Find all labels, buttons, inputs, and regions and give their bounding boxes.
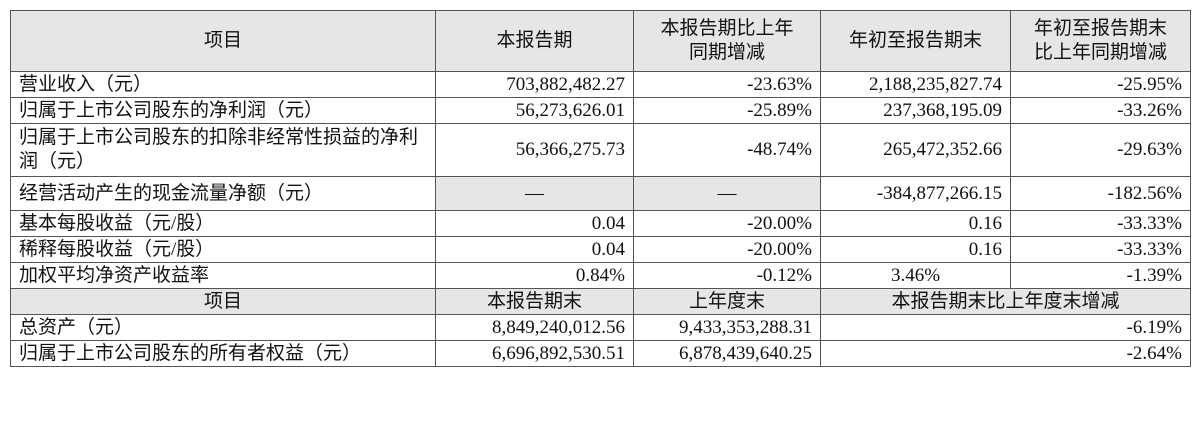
current-value: 56,366,275.73 [435,123,634,177]
header-current-period: 本报告期 [435,10,634,72]
row-label: 加权平均净资产收益率 [10,262,436,289]
yoy-value: -25.89% [633,97,821,124]
ytd-value: 237,368,195.09 [820,97,1011,124]
ytd-yoy-value: -1.39% [1010,262,1191,289]
prior-year-end-value: 6,878,439,640.25 [633,340,821,367]
header-item-2: 项目 [10,288,436,315]
ytd-value: 0.16 [820,236,1011,263]
change-value: -6.19% [820,314,1191,341]
row-label: 归属于上市公司股东的所有者权益（元） [10,340,436,367]
row-label: 基本每股收益（元/股） [10,210,436,237]
header-yoy-change: 本报告期比上年同期增减 [633,10,821,72]
table-row: 营业收入（元） 703,882,482.27 -23.63% 2,188,235… [10,71,1191,98]
table-row: 归属于上市公司股东的所有者权益（元） 6,696,892,530.51 6,87… [10,340,1191,367]
change-value: -2.64% [820,340,1191,367]
yoy-value: -20.00% [633,236,821,263]
table-row: 加权平均净资产收益率 0.84% -0.12% 3.46% -1.39% [10,262,1191,289]
ytd-yoy-value: -182.56% [1010,176,1191,211]
table-row: 总资产（元） 8,849,240,012.56 9,433,353,288.31… [10,314,1191,341]
current-value: 56,273,626.01 [435,97,634,124]
ytd-value: 3.46% [820,262,1011,289]
row-label: 归属于上市公司股东的扣除非经常性损益的净利润（元） [10,123,436,177]
ytd-yoy-value: -33.26% [1010,97,1191,124]
yoy-value: — [633,176,821,211]
yoy-value: -48.74% [633,123,821,177]
row-label: 归属于上市公司股东的净利润（元） [10,97,436,124]
row-label: 总资产（元） [10,314,436,341]
yoy-value: -20.00% [633,210,821,237]
ytd-yoy-value: -25.95% [1010,71,1191,98]
yoy-value: -23.63% [633,71,821,98]
ytd-value: -384,877,266.15 [820,176,1011,211]
period-end-value: 6,696,892,530.51 [435,340,634,367]
header-ytd: 年初至报告期末 [820,10,1011,72]
ytd-yoy-value: -33.33% [1010,210,1191,237]
header-item: 项目 [10,10,436,72]
current-value: 0.04 [435,236,634,263]
ytd-value: 2,188,235,827.74 [820,71,1011,98]
row-label: 营业收入（元） [10,71,436,98]
yoy-value: -0.12% [633,262,821,289]
table-row: 基本每股收益（元/股） 0.04 -20.00% 0.16 -33.33% [10,210,1191,237]
header-prior-year-end: 上年度末 [633,288,821,315]
ytd-value: 0.16 [820,210,1011,237]
table-row: 经营活动产生的现金流量净额（元） — — -384,877,266.15 -18… [10,176,1191,211]
current-value: 0.04 [435,210,634,237]
table-row: 稀释每股收益（元/股） 0.04 -20.00% 0.16 -33.33% [10,236,1191,263]
current-value: 703,882,482.27 [435,71,634,98]
current-value: 0.84% [435,262,634,289]
current-value: — [435,176,634,211]
table-row: 归属于上市公司股东的净利润（元） 56,273,626.01 -25.89% 2… [10,97,1191,124]
table-row: 归属于上市公司股东的扣除非经常性损益的净利润（元） 56,366,275.73 … [10,123,1191,177]
header-row-2: 项目 本报告期末 上年度末 本报告期末比上年度末增减 [10,288,1191,315]
ytd-yoy-value: -29.63% [1010,123,1191,177]
header-row-1: 项目 本报告期 本报告期比上年同期增减 年初至报告期末 年初至报告期末比上年同期… [10,10,1191,72]
row-label: 经营活动产生的现金流量净额（元） [10,176,436,211]
header-ytd-yoy-change: 年初至报告期末比上年同期增减 [1010,10,1191,72]
ytd-yoy-value: -33.33% [1010,236,1191,263]
header-period-end: 本报告期末 [435,288,634,315]
financial-summary-table: 项目 本报告期 本报告期比上年同期增减 年初至报告期末 年初至报告期末比上年同期… [10,10,1191,367]
ytd-value: 265,472,352.66 [820,123,1011,177]
header-period-change: 本报告期末比上年度末增减 [820,288,1191,315]
period-end-value: 8,849,240,012.56 [435,314,634,341]
row-label: 稀释每股收益（元/股） [10,236,436,263]
prior-year-end-value: 9,433,353,288.31 [633,314,821,341]
